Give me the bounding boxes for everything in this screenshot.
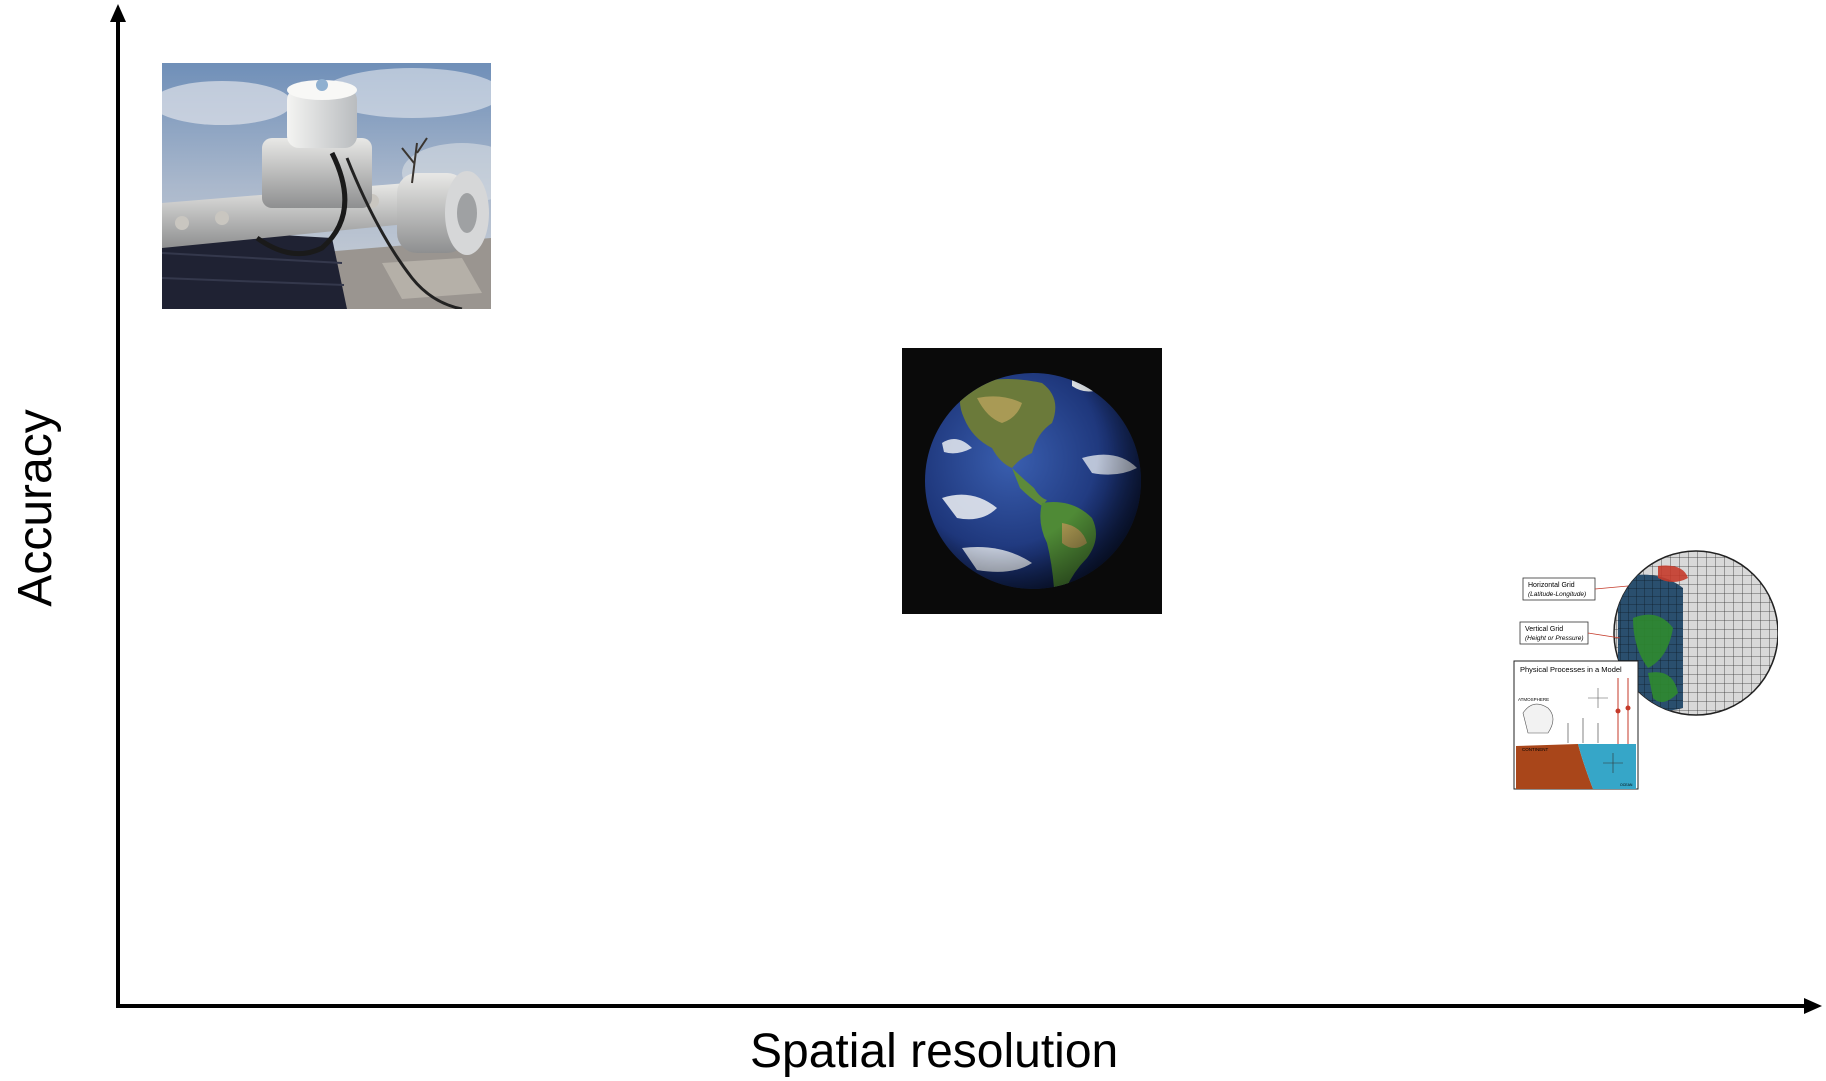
climate-model-diagram: Horizontal Grid (Latitude-Longitude) Ver… bbox=[1508, 548, 1778, 792]
ground-sensor-photo bbox=[162, 63, 491, 309]
y-axis-arrowhead bbox=[110, 4, 126, 22]
continent-label: CONTINENT bbox=[1522, 747, 1548, 752]
horizontal-grid-label: Horizontal Grid bbox=[1528, 582, 1575, 589]
vertical-grid-label: Vertical Grid bbox=[1525, 626, 1563, 633]
x-axis-arrowhead bbox=[1804, 998, 1822, 1014]
x-axis-label: Spatial resolution bbox=[750, 1025, 1119, 1078]
horizontal-grid-sublabel: (Latitude-Longitude) bbox=[1528, 591, 1586, 598]
atmosphere-label: ATMOSPHERE bbox=[1518, 697, 1549, 702]
y-axis-label: Accuracy bbox=[9, 409, 62, 607]
earth-satellite-image bbox=[902, 348, 1162, 614]
vertical-grid-sublabel: (Height or Pressure) bbox=[1525, 635, 1584, 642]
ocean-label: OCEAN bbox=[1620, 783, 1633, 787]
panel-title: Physical Processes in a Model bbox=[1520, 665, 1622, 674]
